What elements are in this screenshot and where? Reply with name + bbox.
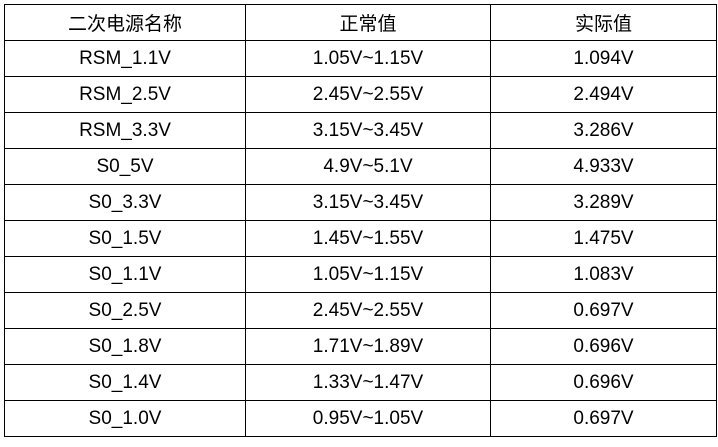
table-cell: 1.475V: [490, 220, 717, 257]
table-cell: 2.494V: [490, 76, 717, 113]
table-cell: 2.45V~2.55V: [245, 292, 491, 329]
table-cell: 1.71V~1.89V: [245, 328, 491, 365]
table-row: S0_1.8V 1.71V~1.89V 0.696V: [4, 328, 717, 365]
table-cell: S0_1.1V: [4, 256, 246, 293]
header-cell: 正常值: [245, 4, 491, 41]
table-cell: 3.15V~3.45V: [245, 184, 491, 221]
table-cell: 4.9V~5.1V: [245, 148, 491, 185]
table-cell: 0.696V: [490, 364, 717, 401]
table-body: RSM_1.1V 1.05V~1.15V 1.094V RSM_2.5V 2.45V~2…: [4, 40, 717, 437]
table-cell: 3.286V: [490, 112, 717, 149]
table-cell: S0_1.5V: [4, 220, 246, 257]
table-row: S0_3.3V 3.15V~3.45V 3.289V: [4, 184, 717, 221]
table-cell: S0_5V: [4, 148, 246, 185]
table-cell: 0.95V~1.05V: [245, 400, 491, 437]
table-cell: 1.083V: [490, 256, 717, 293]
header-row: 二次电源名称 正常值 实际值: [4, 4, 717, 41]
table-cell: 1.45V~1.55V: [245, 220, 491, 257]
table-cell: 3.289V: [490, 184, 717, 221]
table-row: RSM_2.5V 2.45V~2.55V 2.494V: [4, 76, 717, 113]
table-cell: 1.05V~1.15V: [245, 256, 491, 293]
table-cell: RSM_1.1V: [4, 40, 246, 77]
table-cell: 0.697V: [490, 292, 717, 329]
table-cell: 4.933V: [490, 148, 717, 185]
table-cell: 1.05V~1.15V: [245, 40, 491, 77]
table-row: S0_1.5V 1.45V~1.55V 1.475V: [4, 220, 717, 257]
table-row: S0_2.5V 2.45V~2.55V 0.697V: [4, 292, 717, 329]
table-cell: 2.45V~2.55V: [245, 76, 491, 113]
table-row: S0_1.1V 1.05V~1.15V 1.083V: [4, 256, 717, 293]
table-row: S0_5V 4.9V~5.1V 4.933V: [4, 148, 717, 185]
table-cell: S0_1.4V: [4, 364, 246, 401]
table-container: 二次电源名称 正常值 实际值 RSM_1.1V 1.05V~1.15V 1.094V RS…: [4, 4, 717, 437]
table-cell: RSM_3.3V: [4, 112, 246, 149]
table-row: S0_1.4V 1.33V~1.47V 0.696V: [4, 364, 717, 401]
table-cell: 0.696V: [490, 328, 717, 365]
table-cell: S0_3.3V: [4, 184, 246, 221]
table-cell: 1.094V: [490, 40, 717, 77]
table-cell: RSM_2.5V: [4, 76, 246, 113]
table-cell: 3.15V~3.45V: [245, 112, 491, 149]
table-cell: 1.33V~1.47V: [245, 364, 491, 401]
table-cell: S0_1.0V: [4, 400, 246, 437]
header-cell: 实际值: [490, 4, 717, 41]
table-cell: S0_2.5V: [4, 292, 246, 329]
table-row: S0_1.0V 0.95V~1.05V 0.697V: [4, 400, 717, 437]
table-cell: S0_1.8V: [4, 328, 246, 365]
header-cell: 二次电源名称: [4, 4, 246, 41]
voltage-table: 二次电源名称 正常值 实际值 RSM_1.1V 1.05V~1.15V 1.094V RS…: [4, 4, 717, 437]
table-row: RSM_1.1V 1.05V~1.15V 1.094V: [4, 40, 717, 77]
table-row: RSM_3.3V 3.15V~3.45V 3.286V: [4, 112, 717, 149]
table-cell: 0.697V: [490, 400, 717, 437]
